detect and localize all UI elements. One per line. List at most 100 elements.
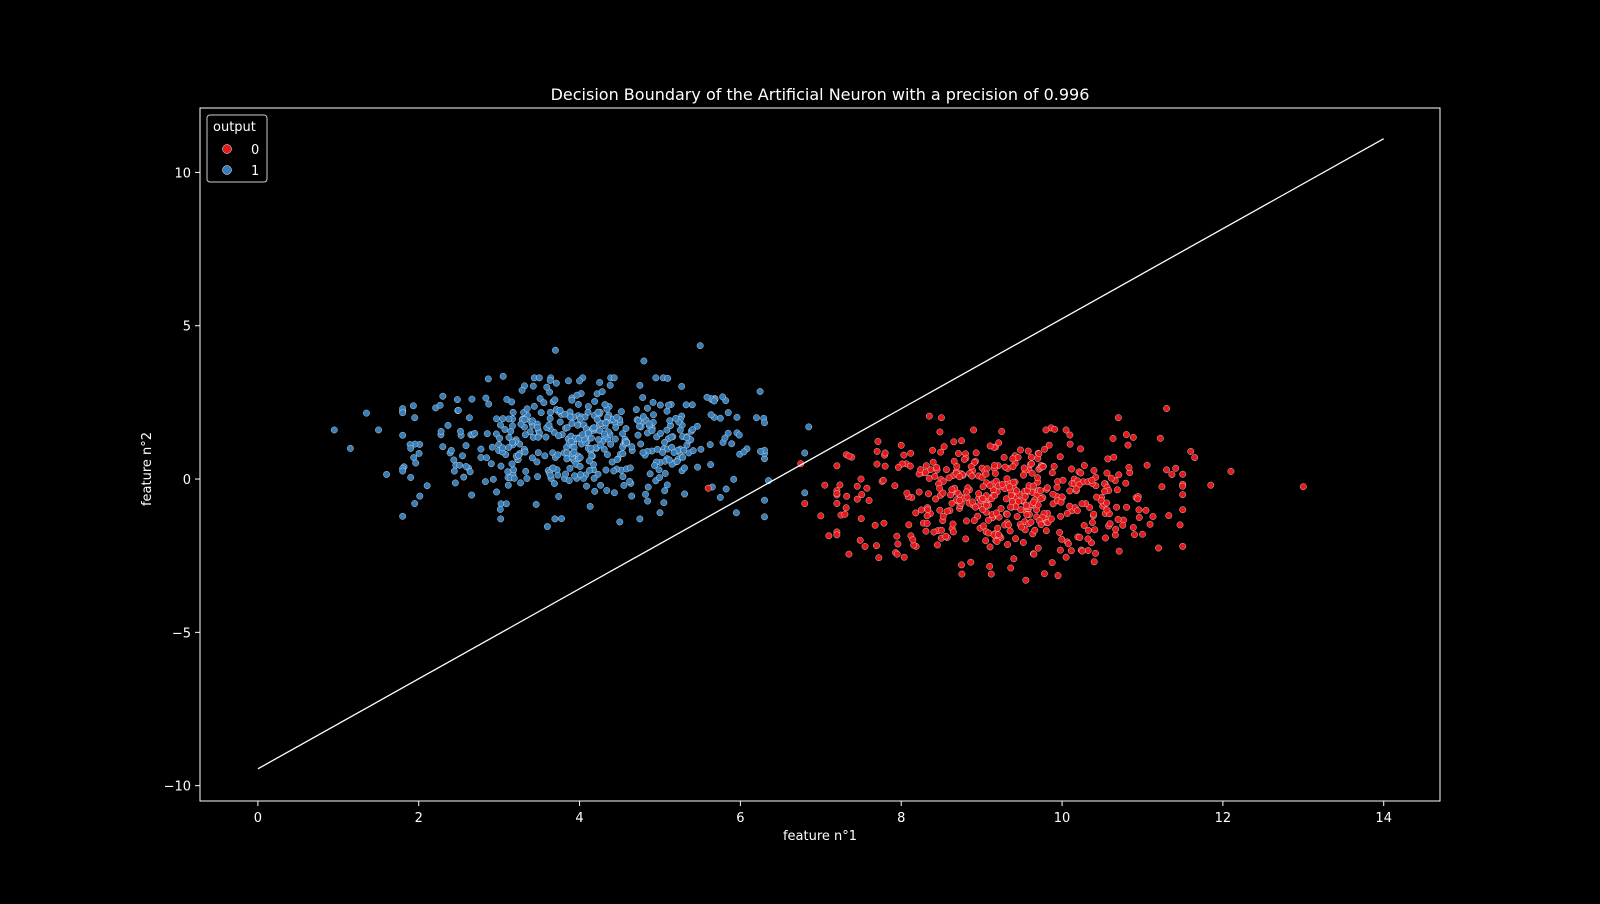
data-point-output-1: [493, 488, 500, 496]
data-point-output-0: [1066, 502, 1074, 510]
data-point-output-1: [689, 426, 697, 434]
data-point-output-1: [585, 457, 593, 465]
data-point-output-1: [509, 408, 517, 416]
data-point-output-1: [545, 421, 553, 429]
x-tick-label: 12: [1215, 811, 1232, 826]
data-point-output-1: [399, 431, 407, 439]
data-point-output-1: [576, 415, 584, 423]
x-tick-label: 8: [897, 811, 905, 826]
data-point-output-1: [409, 402, 417, 410]
data-point-output-0: [897, 441, 905, 449]
data-point-output-0: [931, 472, 939, 480]
data-point-output-0: [925, 412, 933, 420]
data-point-output-1: [610, 467, 618, 475]
data-point-output-1: [551, 346, 559, 354]
data-point-output-0: [900, 451, 908, 459]
data-point-output-1: [518, 386, 526, 394]
data-point-output-0: [836, 481, 844, 489]
x-tick-label: 6: [736, 811, 744, 826]
data-point-output-1: [679, 453, 687, 461]
data-point-output-0: [979, 495, 987, 502]
data-point-output-0: [933, 541, 941, 549]
data-point-output-0: [1179, 506, 1187, 514]
data-point-output-0: [986, 543, 994, 551]
data-point-output-0: [986, 482, 994, 490]
data-point-output-1: [330, 426, 338, 434]
data-point-output-1: [619, 450, 627, 458]
data-point-output-0: [1027, 518, 1035, 526]
data-point-output-1: [645, 420, 653, 428]
data-point-output-1: [488, 443, 496, 451]
data-point-output-0: [998, 428, 1006, 435]
data-point-output-0: [903, 489, 911, 497]
data-point-output-1: [663, 407, 671, 415]
data-point-output-0: [1059, 476, 1067, 484]
data-point-output-0: [1012, 535, 1019, 543]
data-point-output-1: [576, 377, 584, 385]
data-point-output-0: [1062, 426, 1070, 434]
data-point-output-1: [673, 458, 681, 465]
data-point-output-1: [501, 425, 509, 433]
data-point-output-1: [554, 451, 562, 459]
data-point-output-0: [950, 438, 958, 446]
data-point-output-1: [628, 492, 636, 500]
legend-marker-0: [222, 144, 232, 154]
data-point-output-0: [1037, 495, 1045, 503]
data-point-output-0: [922, 469, 929, 477]
data-point-output-0: [853, 482, 861, 490]
data-point-output-0: [968, 472, 976, 480]
data-point-output-1: [694, 463, 701, 471]
data-point-output-0: [933, 463, 941, 471]
data-point-output-1: [696, 342, 704, 350]
data-point-output-0: [1080, 522, 1088, 529]
data-point-output-1: [586, 502, 594, 510]
data-point-output-1: [563, 424, 571, 432]
data-point-output-1: [643, 404, 651, 412]
x-axis-label: feature n°1: [783, 829, 857, 844]
data-point-output-0: [863, 484, 871, 492]
data-point-output-0: [1068, 465, 1075, 473]
data-point-output-0: [1088, 519, 1096, 527]
data-point-output-0: [1103, 469, 1111, 477]
data-point-output-0: [825, 532, 833, 540]
data-point-output-0: [932, 495, 939, 503]
data-point-output-1: [546, 471, 554, 479]
data-point-output-1: [600, 430, 608, 438]
data-point-output-0: [1163, 405, 1171, 412]
data-point-output-0: [994, 524, 1002, 532]
data-point-output-1: [543, 523, 551, 531]
data-point-output-0: [894, 463, 902, 471]
data-point-output-0: [1149, 513, 1157, 520]
data-point-output-1: [650, 411, 657, 419]
data-point-output-1: [590, 474, 598, 482]
data-point-output-1: [740, 448, 748, 456]
data-point-output-1: [523, 405, 531, 413]
data-point-output-0: [1101, 487, 1108, 495]
data-point-output-1: [665, 456, 673, 464]
data-point-output-1: [593, 416, 601, 424]
data-point-output-0: [1103, 506, 1111, 514]
y-tick-label: 0: [183, 473, 191, 488]
data-point-output-1: [482, 394, 490, 402]
data-point-output-1: [477, 445, 485, 453]
data-point-output-0: [1022, 576, 1030, 584]
data-point-output-0: [1050, 463, 1058, 470]
data-point-output-0: [953, 462, 961, 470]
data-point-output-0: [1009, 455, 1017, 463]
data-point-output-1: [451, 479, 459, 487]
data-point-output-0: [917, 466, 924, 474]
data-point-output-0: [1054, 572, 1062, 580]
data-point-output-1: [724, 429, 732, 437]
data-point-output-0: [1179, 542, 1187, 550]
data-point-output-0: [967, 463, 975, 471]
data-point-output-0: [1146, 520, 1154, 528]
data-point-output-0: [1158, 483, 1166, 491]
data-point-output-0: [929, 458, 937, 466]
data-point-output-0: [1191, 454, 1199, 462]
data-point-output-0: [1008, 498, 1016, 506]
data-point-output-0: [1021, 493, 1029, 501]
data-point-output-0: [930, 528, 938, 536]
data-point-output-1: [535, 374, 543, 382]
data-point-output-0: [1041, 445, 1049, 453]
